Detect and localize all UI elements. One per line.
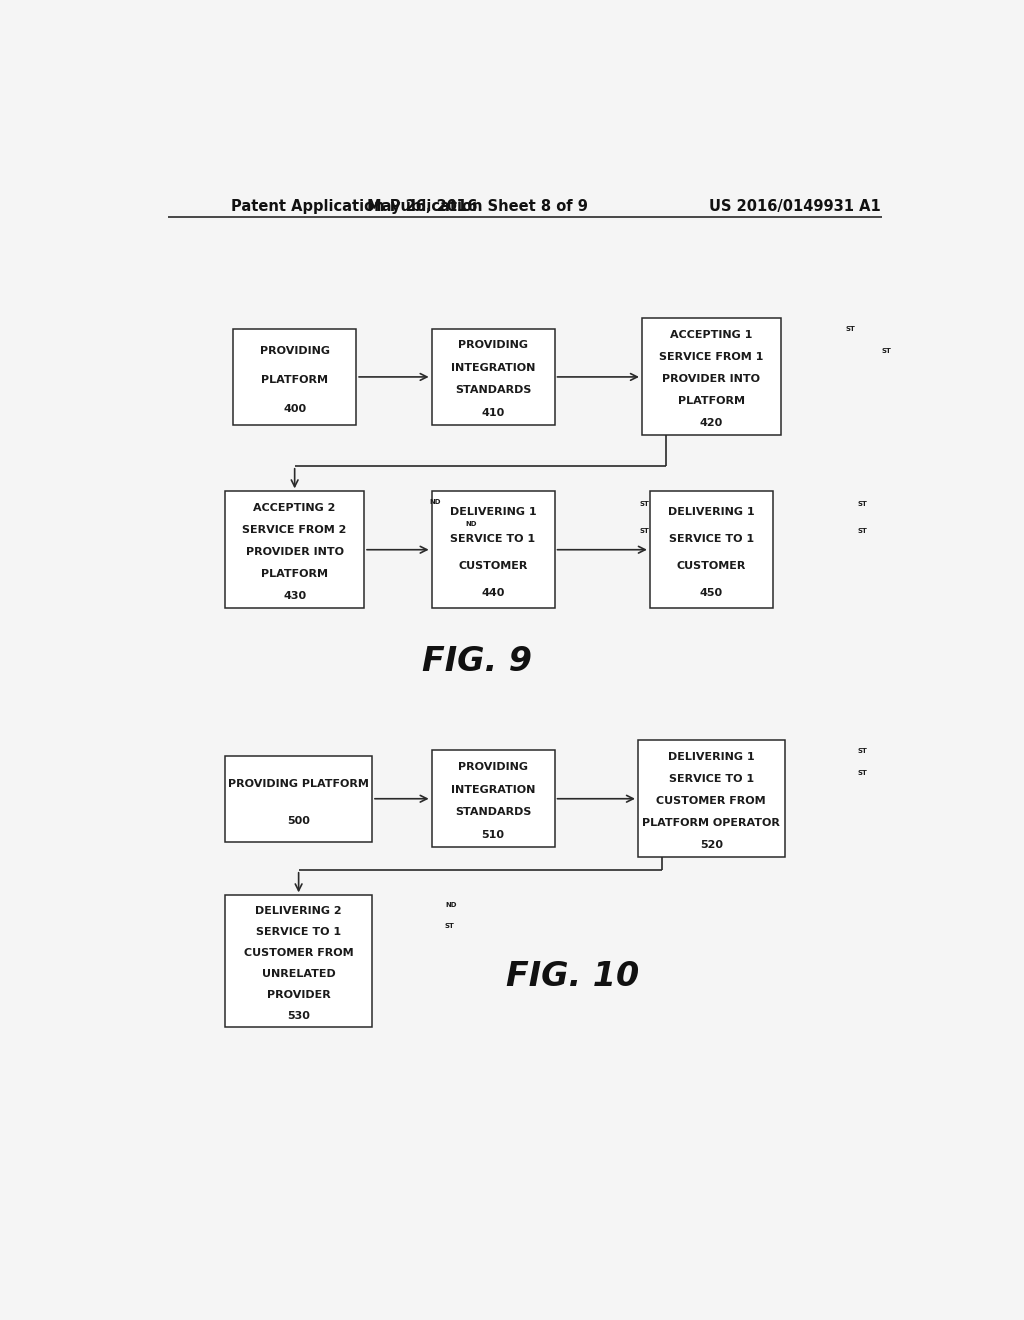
- Text: May 26, 2016  Sheet 8 of 9: May 26, 2016 Sheet 8 of 9: [367, 199, 588, 214]
- Text: PROVIDER: PROVIDER: [266, 990, 331, 1001]
- Text: ACCEPTING 2: ACCEPTING 2: [254, 503, 336, 512]
- Text: 430: 430: [283, 591, 306, 601]
- Text: SERVICE TO 1: SERVICE TO 1: [669, 533, 754, 544]
- Text: ST: ST: [858, 502, 867, 507]
- Text: DELIVERING 1: DELIVERING 1: [450, 507, 537, 516]
- Text: PROVIDING PLATFORM: PROVIDING PLATFORM: [228, 779, 369, 789]
- Text: PROVIDING: PROVIDING: [260, 346, 330, 355]
- Text: ST: ST: [639, 502, 649, 507]
- Bar: [431, 329, 555, 425]
- Text: 520: 520: [699, 840, 723, 850]
- Text: ACCEPTING 1: ACCEPTING 1: [670, 330, 753, 341]
- Text: ND: ND: [429, 499, 440, 504]
- Text: SERVICE TO 1: SERVICE TO 1: [669, 774, 754, 784]
- Text: 450: 450: [699, 589, 723, 598]
- Text: PROVIDER INTO: PROVIDER INTO: [663, 374, 760, 384]
- Text: CUSTOMER FROM: CUSTOMER FROM: [656, 796, 766, 807]
- Text: PROVIDING: PROVIDING: [458, 341, 528, 351]
- Text: SERVICE TO 1: SERVICE TO 1: [451, 533, 536, 544]
- Text: PROVIDER INTO: PROVIDER INTO: [246, 546, 344, 557]
- Text: ST: ST: [639, 528, 649, 535]
- Text: UNRELATED: UNRELATED: [262, 969, 336, 979]
- Text: 510: 510: [481, 830, 505, 840]
- Text: SERVICE FROM 2: SERVICE FROM 2: [243, 525, 347, 535]
- Bar: [431, 491, 555, 609]
- Text: 440: 440: [481, 589, 505, 598]
- Text: FIG. 9: FIG. 9: [422, 645, 532, 678]
- Text: 500: 500: [287, 816, 310, 826]
- Text: 410: 410: [481, 408, 505, 418]
- Text: DELIVERING 2: DELIVERING 2: [255, 906, 342, 916]
- Text: SERVICE TO 1: SERVICE TO 1: [256, 927, 341, 937]
- Text: PLATFORM: PLATFORM: [261, 375, 328, 385]
- Bar: [638, 741, 784, 857]
- Text: ST: ST: [445, 923, 455, 929]
- Bar: [225, 755, 372, 842]
- Text: ST: ST: [858, 770, 867, 776]
- Text: 420: 420: [699, 418, 723, 428]
- Text: PLATFORM: PLATFORM: [678, 396, 744, 407]
- Text: Patent Application Publication: Patent Application Publication: [231, 199, 482, 214]
- Text: ST: ST: [882, 348, 892, 354]
- Text: ND: ND: [465, 520, 476, 527]
- Text: ST: ST: [858, 747, 867, 754]
- Text: 530: 530: [287, 1011, 310, 1020]
- Text: ST: ST: [846, 326, 855, 331]
- Bar: [642, 318, 780, 436]
- Text: DELIVERING 1: DELIVERING 1: [668, 507, 755, 516]
- Text: FIG. 10: FIG. 10: [506, 960, 639, 993]
- Text: SERVICE FROM 1: SERVICE FROM 1: [659, 352, 764, 362]
- Text: US 2016/0149931 A1: US 2016/0149931 A1: [709, 199, 881, 214]
- Text: DELIVERING 1: DELIVERING 1: [668, 752, 755, 762]
- Text: ST: ST: [858, 528, 867, 535]
- Text: PROVIDING: PROVIDING: [458, 762, 528, 772]
- Text: PLATFORM OPERATOR: PLATFORM OPERATOR: [642, 818, 780, 828]
- Text: PLATFORM: PLATFORM: [261, 569, 328, 579]
- Bar: [225, 491, 365, 609]
- Text: CUSTOMER FROM: CUSTOMER FROM: [244, 948, 353, 958]
- Text: 400: 400: [283, 404, 306, 414]
- Text: INTEGRATION: INTEGRATION: [451, 363, 536, 374]
- Bar: [233, 329, 356, 425]
- Bar: [431, 751, 555, 847]
- Text: CUSTOMER: CUSTOMER: [677, 561, 745, 572]
- Bar: [225, 895, 372, 1027]
- Text: ND: ND: [445, 902, 457, 908]
- Text: CUSTOMER: CUSTOMER: [459, 561, 527, 572]
- Text: STANDARDS: STANDARDS: [455, 808, 531, 817]
- Bar: [650, 491, 773, 609]
- Text: INTEGRATION: INTEGRATION: [451, 785, 536, 795]
- Text: STANDARDS: STANDARDS: [455, 385, 531, 396]
